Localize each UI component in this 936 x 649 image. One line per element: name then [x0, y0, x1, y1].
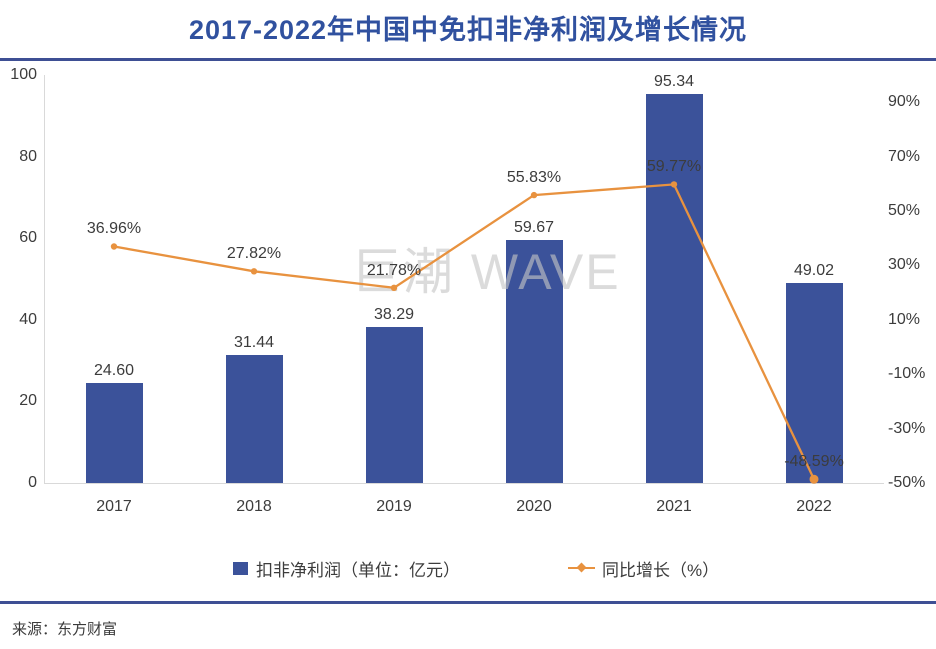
- right-axis-tick-label: -10%: [888, 365, 926, 383]
- bar-legend-swatch-icon: [233, 561, 248, 575]
- legend-item-growth: 同比增长（%）: [568, 558, 720, 580]
- right-axis-tick-label: -30%: [888, 419, 926, 437]
- line-value-label: -48.59%: [784, 453, 844, 471]
- growth-line: [113, 183, 816, 480]
- x-axis-label: 2017: [96, 498, 132, 515]
- title-divider: [0, 58, 936, 61]
- left-axis-tick-label: 100: [10, 66, 37, 83]
- left-axis-line: [44, 75, 45, 483]
- source-note: 来源：东方财富: [12, 621, 118, 638]
- line-point-2017: [110, 243, 118, 250]
- x-axis-label: 2019: [376, 498, 412, 515]
- x-axis-line: [44, 483, 884, 484]
- left-axis-tick-label: 20: [19, 392, 37, 410]
- legend-label-profit: 扣非净利润（单位：亿元）: [256, 560, 460, 580]
- left-axis-tick-label: 80: [19, 147, 37, 165]
- x-axis-label: 2021: [656, 498, 692, 515]
- right-axis-tick-label: 50%: [888, 202, 921, 219]
- bar-value-label: 49.02: [793, 261, 835, 279]
- legend: 扣非净利润（单位：亿元） 同比增长（%）: [0, 558, 936, 580]
- left-axis-tick-label: 0: [28, 474, 37, 491]
- line-point-2020: [530, 191, 538, 199]
- bar-value-label: 24.60: [93, 361, 135, 379]
- line-point-2019: [390, 284, 398, 291]
- line-point-2018: [250, 268, 258, 275]
- watermark: 巨潮 WAVE: [351, 244, 621, 300]
- right-axis-tick-label: 90%: [888, 93, 921, 111]
- bar-2020: [505, 239, 563, 483]
- bar-value-label: 38.29: [373, 305, 415, 323]
- line-value-label: 55.83%: [506, 169, 562, 187]
- bar-2018: [225, 354, 283, 483]
- bar-2021: [645, 94, 703, 483]
- line-value-label: 27.82%: [226, 245, 282, 263]
- right-axis-tick-label: 70%: [888, 147, 921, 165]
- x-axis-label: 2022: [796, 498, 832, 515]
- bar-2017: [85, 382, 143, 483]
- legend-item-profit: 扣非净利润（单位：亿元）: [233, 558, 460, 580]
- chart-title: 2017-2022年中国中免扣非净利润及增长情况: [188, 15, 748, 45]
- right-axis-tick-label: 10%: [888, 310, 921, 328]
- footer-divider: [0, 601, 936, 604]
- line-value-label: 59.77%: [646, 158, 702, 176]
- bar-2019: [365, 326, 423, 483]
- line-value-label: 21.78%: [366, 261, 422, 279]
- left-axis-tick-label: 60: [19, 229, 37, 247]
- bar-value-label: 95.34: [653, 73, 695, 90]
- right-axis-tick-label: -50%: [888, 474, 926, 491]
- bar-value-label: 59.67: [513, 218, 555, 236]
- right-axis-tick-label: 30%: [888, 256, 921, 274]
- x-axis-label: 2018: [236, 498, 272, 515]
- left-axis-tick-label: 40: [19, 310, 37, 328]
- line-point-2021: [670, 181, 678, 188]
- bar-2022: [785, 282, 843, 483]
- bar-value-label: 31.44: [233, 333, 275, 351]
- legend-label-growth: 同比增长（%）: [602, 560, 720, 580]
- line-point-2022: [809, 474, 819, 484]
- line-value-label: 36.96%: [86, 220, 142, 238]
- line-legend-marker-icon: [568, 562, 595, 573]
- x-axis-label: 2020: [516, 498, 552, 515]
